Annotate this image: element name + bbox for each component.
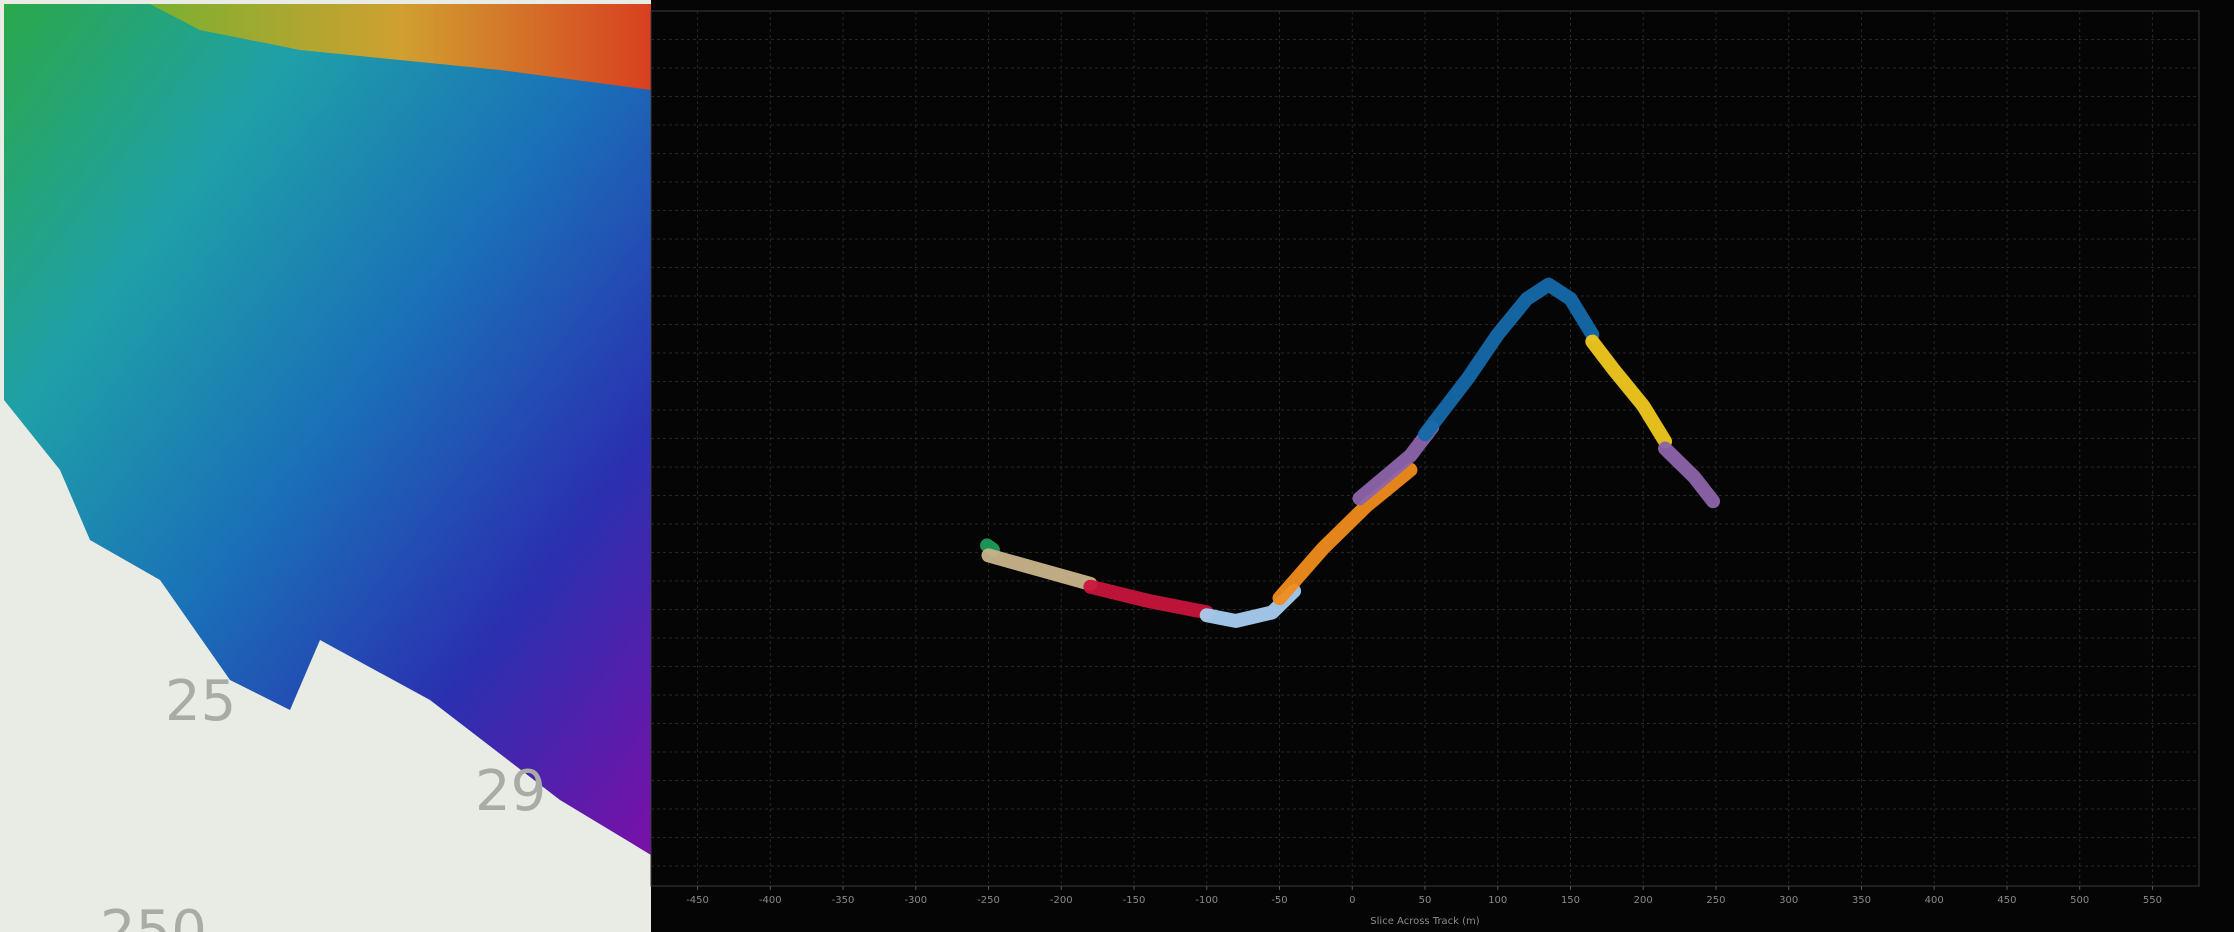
x-tick-label: -350 (832, 895, 855, 906)
point-cloud (1083, 579, 1214, 620)
point-cloud (1272, 462, 1418, 606)
point-cloud (981, 548, 1098, 591)
x-tick-label: 350 (1852, 895, 1871, 906)
point-cloud (1418, 277, 1600, 442)
x-tick-label: 150 (1561, 895, 1580, 906)
bathymetry (4, 4, 651, 855)
x-tick-label: 400 (1925, 895, 1944, 906)
map-label: 250 (100, 899, 207, 932)
x-tick-label: 100 (1488, 895, 1507, 906)
point-cloud (1658, 441, 1721, 509)
x-tick-label: -250 (977, 895, 1000, 906)
x-tick-label: 550 (2143, 895, 2162, 906)
x-tick-label: -50 (1271, 895, 1287, 906)
shallow-area (150, 4, 651, 90)
x-axis-label: Slice Across Track (m) (1370, 916, 1479, 927)
x-tick-label: 500 (2070, 895, 2089, 906)
x-tick-label: -150 (1123, 895, 1146, 906)
x-tick-label: -200 (1050, 895, 1073, 906)
map-label: 29 (475, 759, 546, 824)
x-tick-label: 300 (1779, 895, 1798, 906)
x-tick-label: 0 (1349, 895, 1355, 906)
point-cloud (1585, 334, 1673, 449)
x-tick-label: 450 (1997, 895, 2016, 906)
chart-panel: Slice Across Track (m) -450 -400 -350 -300 -… (650, 0, 2234, 932)
x-tick-label: 200 (1634, 895, 1653, 906)
x-tick-label: 50 (1419, 895, 1432, 906)
x-tick-label: -300 (904, 895, 927, 906)
point-cloud (980, 538, 1000, 557)
x-tick-label: -400 (759, 895, 782, 906)
x-tick-label: -450 (686, 895, 709, 906)
chart-background (651, 0, 2234, 932)
map-label: 25 (165, 669, 236, 734)
x-tick-label: 250 (1706, 895, 1725, 906)
x-tick-label: -100 (1195, 895, 1218, 906)
map-panel: 25 29 250 (0, 0, 651, 932)
